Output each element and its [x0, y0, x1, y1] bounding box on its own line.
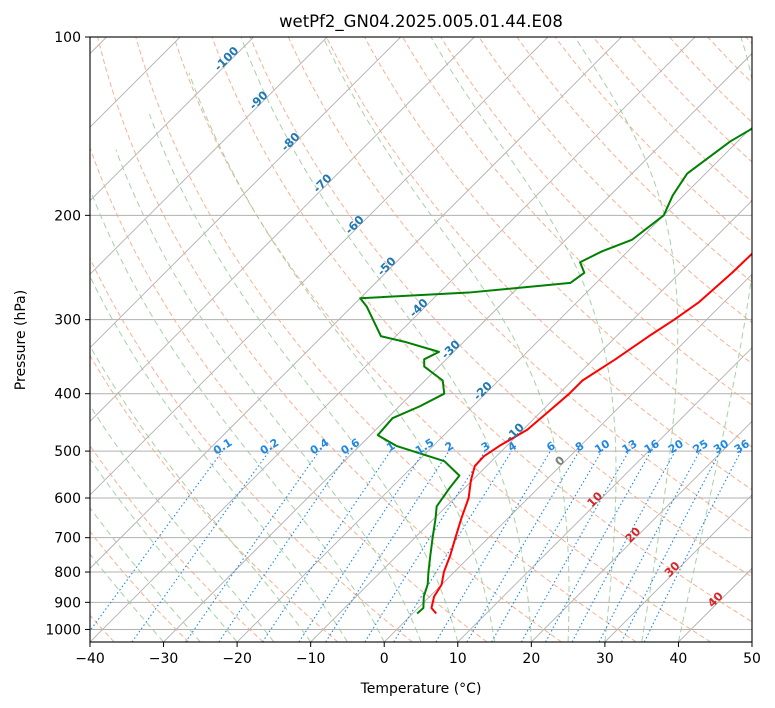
moist-adiabat-line [90, 345, 312, 642]
temperature-line [430, 252, 752, 615]
dry-adiabat-line [440, 37, 752, 365]
mixing-ratio-line [393, 450, 513, 642]
axis-ticks: −40 −30 −20 −10 0 10 20 30 40 50 100 200 300 400 500 60… [45, 30, 761, 667]
mixing-ratio-line [325, 450, 450, 642]
moist-adiabat-line [90, 458, 238, 642]
x-tick-label: −10 [296, 651, 326, 667]
moist-adiabat-line [574, 37, 679, 642]
x-tick-label: −30 [149, 651, 179, 667]
x-tick-label: −40 [75, 651, 105, 667]
mixing-ratio-line [131, 450, 270, 642]
isotherm-line [163, 52, 752, 642]
x-tick-label: 0 [380, 651, 389, 667]
dry-adiabat-line [90, 354, 339, 642]
y-axis-label: Pressure (hPa) [13, 290, 29, 390]
dry-adiabat-line [631, 37, 752, 163]
moist-adiabat-line [188, 72, 496, 642]
isotherm-line [383, 273, 752, 642]
isotherm-line [310, 200, 752, 642]
x-tick-label: −20 [222, 651, 252, 667]
mixing-ratio-line [218, 450, 351, 642]
mixing-ratio-line [364, 450, 486, 642]
moist-adiabat-line [240, 37, 532, 642]
dry-adiabat-line [90, 257, 413, 642]
y-tick-label: 400 [54, 387, 81, 403]
x-tick-label: 30 [596, 651, 614, 667]
dewpoint-line [359, 127, 752, 615]
moist-adiabat-line [115, 149, 422, 642]
dry-adiabat-line [478, 37, 752, 324]
mixing-ratio-line [571, 450, 676, 642]
isotherm-line [457, 347, 752, 642]
background-lines [90, 37, 752, 642]
mixing-ratio-line [466, 450, 580, 642]
y-tick-label: 700 [54, 531, 81, 547]
y-tick-label: 100 [54, 30, 81, 46]
mixing-ratio-line [520, 450, 630, 642]
chart-title: wetPf2_GN04.2025.005.01.44.E08 [279, 12, 563, 32]
y-tick-label: 900 [54, 595, 81, 611]
moist-adiabat-line [677, 37, 752, 642]
isotherm-line [90, 37, 475, 422]
mixing-ratio-line [435, 450, 551, 642]
y-tick-label: 600 [54, 491, 81, 507]
isotherm-line [90, 37, 328, 275]
isotherm-line [90, 37, 549, 496]
dry-adiabat-line [97, 37, 562, 642]
y-tick-label: 500 [54, 444, 81, 460]
y-tick-label: 800 [54, 565, 81, 581]
mixing-ratio-line [491, 450, 603, 642]
data-series [359, 127, 752, 615]
moist-adiabat-line [322, 37, 570, 642]
mixing-ratio-line [185, 450, 320, 642]
moist-adiabat-line [149, 114, 459, 642]
dry-adiabat-line [135, 37, 637, 642]
moist-adiabat-line [90, 404, 275, 642]
dry-adiabat-line [364, 37, 752, 448]
x-tick-label: 50 [743, 651, 761, 667]
dry-adiabat-line [211, 37, 752, 623]
x-tick-label: 20 [522, 651, 540, 667]
y-tick-label: 1000 [45, 622, 81, 638]
y-tick-label: 200 [54, 208, 81, 224]
y-tick-label: 300 [54, 313, 81, 329]
x-axis-label: Temperature (°C) [360, 681, 482, 697]
x-tick-label: 10 [449, 651, 467, 667]
dry-adiabat-line [325, 37, 752, 491]
isotherm-line [604, 494, 752, 642]
moist-adiabat-line [430, 37, 617, 642]
isotherm-line [236, 126, 752, 642]
isotherm-line [531, 420, 752, 642]
dry-adiabat-line [516, 37, 752, 283]
moist-adiabat-line [90, 275, 348, 642]
moist-adiabat-line [90, 507, 201, 642]
moist-adiabat-line [90, 188, 385, 642]
moist-adiabat-line [90, 553, 164, 642]
isotherm-line [90, 37, 622, 570]
mixing-ratio-line [90, 450, 223, 632]
isotherm-line [90, 37, 254, 202]
dry-adiabat-line [173, 37, 712, 642]
dry-adiabat-line [592, 37, 752, 203]
dry-adiabat-line [249, 37, 752, 578]
plot-frame [89, 36, 753, 643]
mixing-ratio-line [545, 450, 652, 642]
dry-adiabat-line [402, 37, 752, 406]
dry-adiabat-line [287, 37, 752, 534]
x-tick-label: 40 [670, 651, 688, 667]
dry-adiabat-line [90, 146, 488, 642]
